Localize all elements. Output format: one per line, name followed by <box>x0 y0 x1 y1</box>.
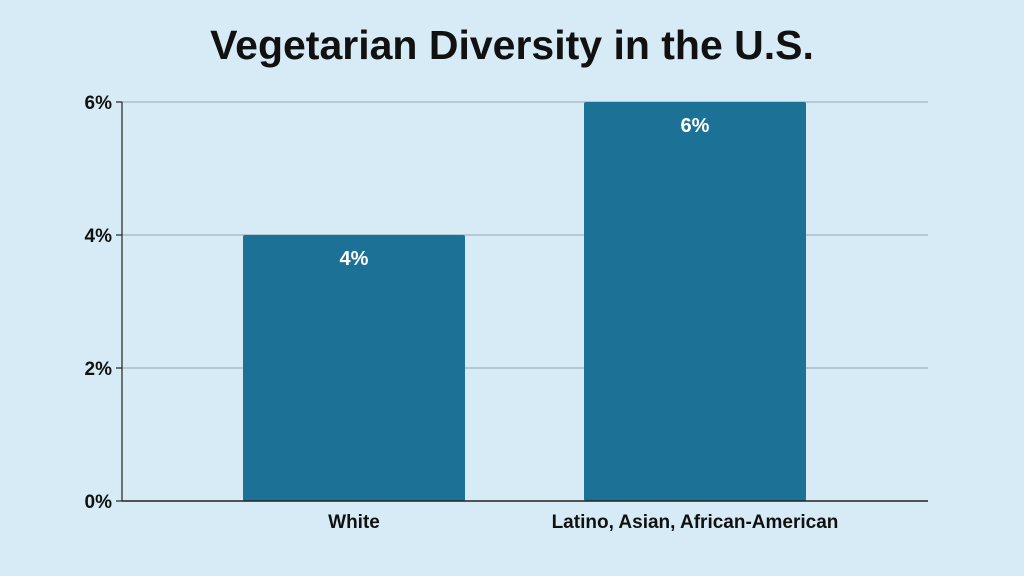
bar-data-label: 4% <box>340 248 369 270</box>
bars <box>243 102 806 501</box>
y-tick-label: 4% <box>85 226 113 247</box>
data-labels: 4% 6% <box>340 115 710 270</box>
y-tick-label: 2% <box>85 359 113 380</box>
grid-lines <box>122 101 928 369</box>
y-tick-label: 0% <box>85 492 113 513</box>
bar-data-label: 6% <box>681 115 710 137</box>
bar <box>243 235 465 501</box>
chart-title: Vegetarian Diversity in the U.S. <box>210 22 814 68</box>
bar <box>584 102 806 501</box>
axes <box>121 102 928 502</box>
x-category-label: White <box>328 512 380 533</box>
x-axis-labels: White Latino, Asian, African-American <box>328 512 838 533</box>
y-tick-label: 6% <box>85 93 113 114</box>
x-category-label: Latino, Asian, African-American <box>552 512 839 533</box>
y-axis-ticks: 0% 2% 4% 6% <box>85 93 122 513</box>
